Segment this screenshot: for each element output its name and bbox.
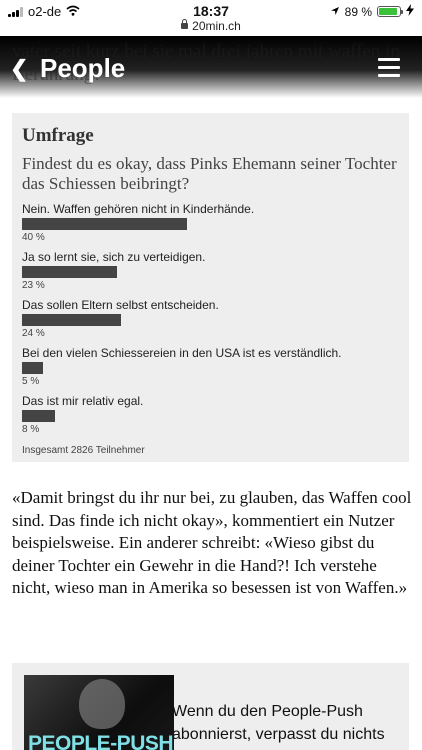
poll-option[interactable]: Ja so lernt sie, sich zu verteidigen. 23… xyxy=(22,249,399,297)
poll-option-label: Bei den vielen Schiessereien in den USA … xyxy=(22,346,342,360)
poll-question: Findest du es okay, dass Pinks Ehemann s… xyxy=(22,154,397,193)
battery-percent: 89 % xyxy=(344,4,372,19)
device-status: 89 % xyxy=(330,4,414,19)
status-bar: o2-de 18:37 20min.ch 89 % xyxy=(0,0,422,36)
carrier-name: o2-de xyxy=(28,4,62,19)
poll-result-bar xyxy=(22,266,117,278)
carrier-info: o2-de xyxy=(8,4,80,19)
teaser-image-title: PEOPLE-PUSH xyxy=(28,732,174,750)
poll-option[interactable]: Bei den vielen Schiessereien in den USA … xyxy=(22,345,399,393)
wifi-icon xyxy=(66,4,80,19)
poll-result-bar xyxy=(22,218,187,230)
poll-result-bar xyxy=(22,410,55,422)
poll-option-percent: 5 % xyxy=(22,376,40,387)
teaser-text[interactable]: Wenn du den People-Push abonnierst, verp… xyxy=(172,703,385,743)
poll-option-label: Ja so lernt sie, sich zu verteidigen. xyxy=(22,250,206,264)
poll-option-label: Das ist mir relativ egal. xyxy=(22,394,144,408)
teaser-image[interactable]: PEOPLE-PUSH xyxy=(24,675,174,750)
battery-icon xyxy=(377,6,403,17)
poll-result-bar xyxy=(22,362,43,374)
poll-box: Umfrage Findest du es okay, dass Pinks E… xyxy=(12,113,409,462)
poll-option[interactable]: Nein. Waffen gehören nicht in Kinderhänd… xyxy=(22,201,399,249)
poll-heading: Umfrage xyxy=(22,125,94,146)
poll-option[interactable]: Das sollen Eltern selbst entscheiden. 24… xyxy=(22,297,399,345)
poll-total-participants: Insgesamt 2826 Teilnehmer xyxy=(22,445,145,456)
url-text: 20min.ch xyxy=(192,19,241,33)
back-chevron-icon[interactable]: ❮ xyxy=(10,56,29,81)
hamburger-menu-icon[interactable] xyxy=(378,58,400,77)
poll-option-percent: 40 % xyxy=(22,232,45,243)
portrait-photo xyxy=(79,679,125,729)
poll-option-percent: 23 % xyxy=(22,280,45,291)
section-header: vater seit kurz bei sie mal drei jahren … xyxy=(0,36,422,98)
people-push-teaser[interactable]: PEOPLE-PUSH Wenn du den People-Push abon… xyxy=(12,663,409,750)
poll-result-bar xyxy=(22,314,121,326)
charging-icon xyxy=(406,4,414,19)
lock-icon xyxy=(181,19,189,29)
poll-options: Nein. Waffen gehören nicht in Kinderhänd… xyxy=(22,201,399,441)
poll-option-percent: 24 % xyxy=(22,328,45,339)
section-title[interactable]: People xyxy=(40,53,126,83)
battery-fill xyxy=(379,8,397,15)
poll-option[interactable]: Das ist mir relativ egal. 8 % xyxy=(22,393,399,441)
location-arrow-icon xyxy=(330,5,340,19)
poll-option-label: Das sollen Eltern selbst entscheiden. xyxy=(22,298,219,312)
article-paragraph: «Damit bringst du ihr nur bei, zu glaube… xyxy=(12,488,412,597)
clock: 18:37 xyxy=(193,3,229,19)
signal-icon xyxy=(8,6,23,17)
poll-option-percent: 8 % xyxy=(22,424,40,435)
scrolled-article-text: vater seit kurz bei sie mal drei jahren … xyxy=(12,41,400,85)
address-bar[interactable]: 20min.ch xyxy=(0,19,422,33)
poll-option-label: Nein. Waffen gehören nicht in Kinderhänd… xyxy=(22,202,255,216)
